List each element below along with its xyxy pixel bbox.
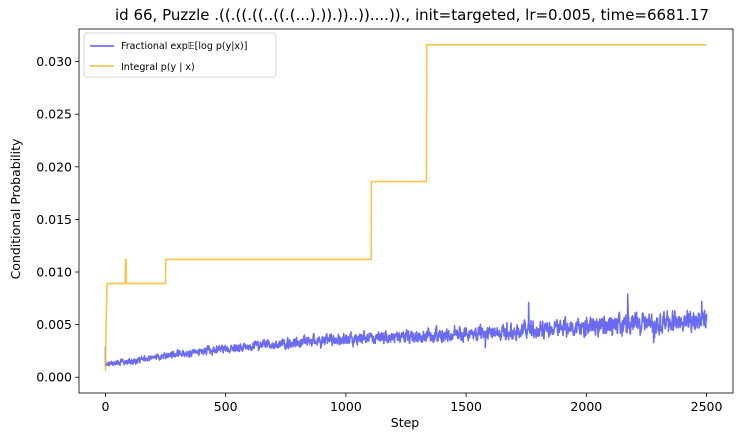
y-tick-label: 0.005: [36, 317, 72, 332]
plot-frame: [78, 28, 734, 394]
y-tick-label: 0.020: [36, 159, 72, 174]
series-fractional-line: [104, 293, 708, 367]
chart-title: id 66, Puzzle .((.((.((..((.(...).)).)).…: [115, 6, 709, 24]
y-tick-label: 0.010: [36, 265, 72, 280]
y-tick-label: 0.000: [36, 370, 72, 385]
x-tick-label: 2500: [691, 399, 723, 414]
legend-label-integral: Integral p(y | x): [121, 62, 195, 73]
y-axis-label: Conditional Probability: [8, 138, 23, 279]
x-tick-label: 1500: [450, 399, 482, 414]
y-tick-label: 0.015: [36, 212, 72, 227]
x-tick-label: 500: [214, 399, 238, 414]
legend-box: [83, 32, 277, 78]
series-layer: [104, 43, 708, 371]
series-integral-line: [104, 43, 707, 371]
legend-label-fractional: Fractional exp𝔼[log p(y|x)]: [121, 41, 247, 52]
y-tick-label: 0.030: [36, 54, 72, 69]
x-tick-label: 0: [101, 399, 109, 414]
ticks-layer: 0 500 1000 1500 2000 2500 0.000 0.005 0.010 0.015…: [36, 54, 722, 414]
y-tick-label: 0.025: [36, 107, 72, 122]
x-axis-label: Step: [391, 415, 420, 430]
x-tick-label: 1000: [330, 399, 362, 414]
legend: Fractional exp𝔼[log p(y|x)] Integral p(y…: [83, 32, 277, 78]
x-tick-label: 2000: [570, 399, 602, 414]
